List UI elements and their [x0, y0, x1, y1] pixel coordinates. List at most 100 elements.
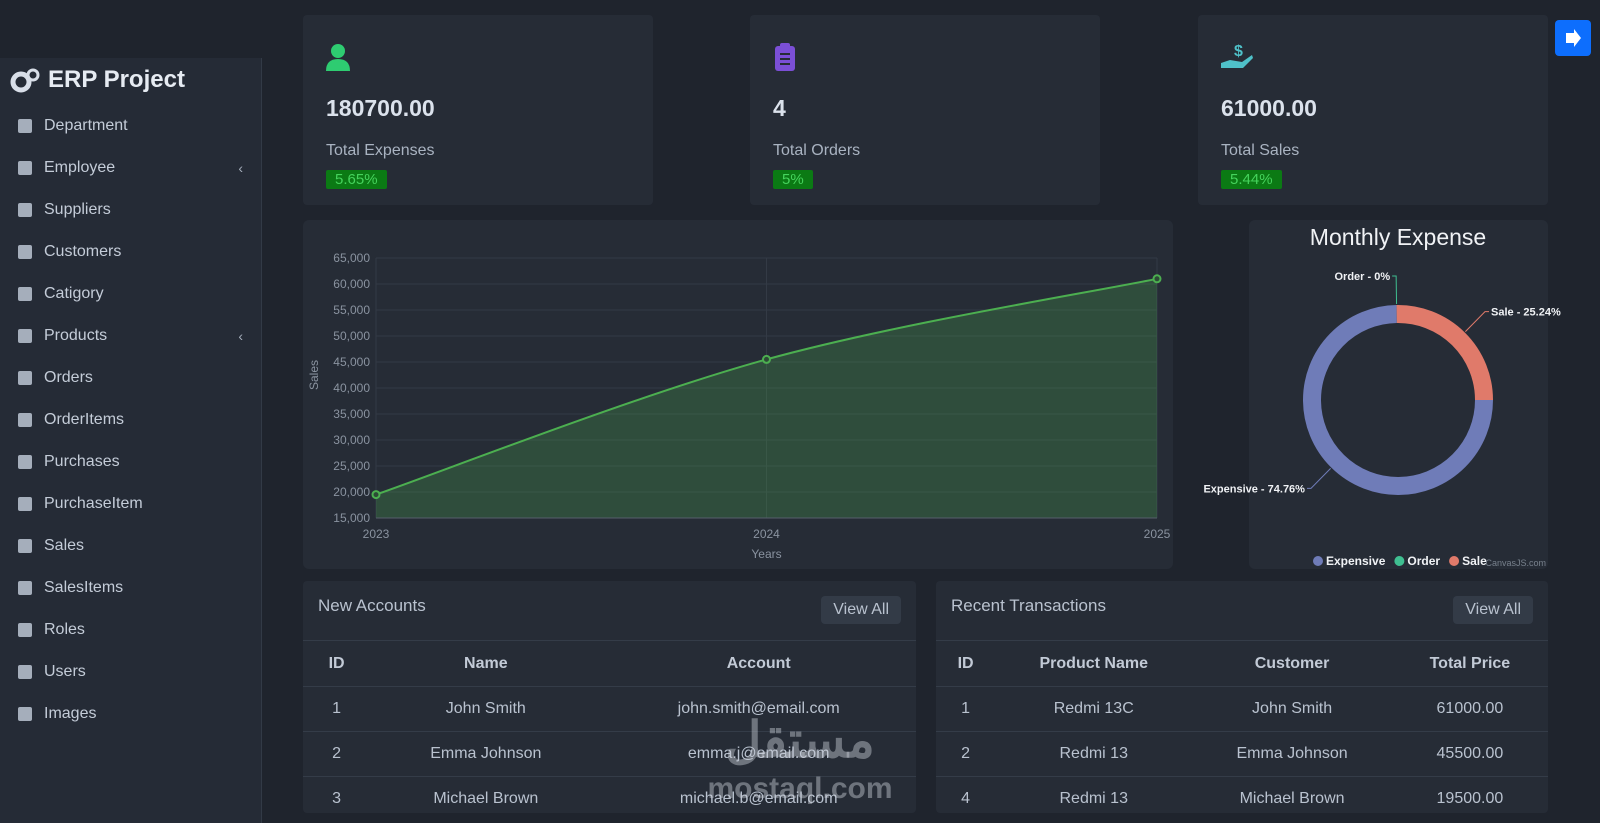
- nav-icon: [18, 203, 32, 217]
- column-header: ID: [303, 640, 371, 687]
- card-label: Total Expenses: [326, 142, 435, 159]
- nav-chevron: ‹: [238, 160, 243, 176]
- view-all-button[interactable]: View All: [1453, 596, 1533, 624]
- table-cell: 2: [303, 731, 371, 777]
- table-cell: 2: [936, 731, 996, 777]
- column-header: Customer: [1192, 640, 1392, 687]
- nav-item[interactable]: Sales: [18, 531, 243, 561]
- table-cell: Emma Johnson: [370, 731, 602, 777]
- nav-label: Purchases: [44, 453, 120, 470]
- nav-item[interactable]: Images: [18, 699, 243, 729]
- nav-item[interactable]: Users: [18, 657, 243, 687]
- nav-item[interactable]: SalesItems: [18, 573, 243, 603]
- nav-label: PurchaseItem: [44, 495, 143, 512]
- nav-label: Products: [44, 327, 108, 344]
- card-icon: [326, 44, 350, 71]
- nav-item[interactable]: Customers: [18, 237, 243, 267]
- table-cell: John Smith: [370, 686, 602, 732]
- table-row: 2 Emma Johnson emma.j@email.com: [303, 731, 916, 777]
- nav-label: Roles: [44, 621, 85, 638]
- table-cell: 19500.00: [1391, 776, 1548, 821]
- logout-button[interactable]: [1555, 20, 1591, 56]
- nav-icon: [18, 371, 32, 385]
- nav-item[interactable]: Purchases: [18, 447, 243, 477]
- nav-label: Customers: [44, 243, 122, 260]
- nav-item[interactable]: Catigory: [18, 279, 243, 309]
- view-all-button[interactable]: View All: [821, 596, 901, 624]
- nav-icon: [18, 119, 32, 133]
- nav-icon: [18, 413, 32, 427]
- nav-chevron: ‹: [238, 328, 243, 344]
- data-table: ID Name Account 1 John Smith john.smith@email…: [303, 640, 916, 821]
- logout-icon: [1566, 29, 1581, 47]
- nav-icon: [18, 161, 32, 175]
- column-header: Total Price: [1391, 640, 1548, 687]
- nav-item[interactable]: Products ‹: [18, 321, 243, 351]
- card-label: Total Orders: [773, 142, 861, 159]
- nav-icon: [18, 497, 32, 511]
- nav-icon: [18, 455, 32, 469]
- table-cell: 3: [303, 776, 371, 821]
- brand[interactable]: ERP Project: [10, 66, 185, 94]
- card-change: 5.44%: [1221, 170, 1282, 189]
- table-header: ID Product Name Customer Total Price: [936, 640, 1548, 687]
- panel-title: Recent Transactions: [951, 596, 1106, 615]
- stat-card: 4 Total Orders 5%: [750, 15, 1100, 205]
- stat-card: $ 61000.00 Total Sales 5.44%: [1198, 15, 1548, 205]
- nav-label: Department: [44, 117, 128, 134]
- accounts-panel: New Accounts View All ID Name Account 1 John…: [303, 581, 916, 821]
- nav-label: Sales: [44, 537, 85, 554]
- svg-text:$: $: [1234, 43, 1243, 60]
- card-icon: $: [1221, 43, 1253, 68]
- nav-item[interactable]: Employee ‹: [18, 153, 243, 183]
- nav-label: Images: [44, 705, 97, 722]
- table-cell: Michael Brown: [1192, 776, 1392, 821]
- table-cell: 61000.00: [1391, 686, 1548, 732]
- column-header: Name: [370, 640, 602, 687]
- nav-item[interactable]: OrderItems: [18, 405, 243, 435]
- table-cell: john.smith@email.com: [601, 686, 916, 732]
- column-header: Product Name: [995, 640, 1193, 687]
- table-cell: 45500.00: [1391, 731, 1548, 777]
- table-cell: Michael Brown: [370, 776, 602, 821]
- card-value: 180700.00: [326, 95, 435, 121]
- nav-icon: [18, 665, 32, 679]
- brand-title: ERP Project: [48, 66, 185, 93]
- table-cell: michael.b@email.com: [601, 776, 916, 821]
- transactions-panel: Recent Transactions View All ID Product N…: [936, 581, 1548, 821]
- nav-item[interactable]: Orders: [18, 363, 243, 393]
- table-row: 1 Redmi 13C John Smith 61000.00: [936, 686, 1548, 732]
- table-row: 2 Redmi 13 Emma Johnson 45500.00: [936, 731, 1548, 777]
- stat-card: 180700.00 Total Expenses 5.65%: [303, 15, 653, 205]
- nav-label: Users: [44, 663, 86, 680]
- nav-item[interactable]: Suppliers: [18, 195, 243, 225]
- nav-icon: [18, 581, 32, 595]
- nav-label: Catigory: [44, 285, 104, 302]
- nav-item[interactable]: Department: [18, 111, 243, 141]
- card-value: 61000.00: [1221, 95, 1317, 121]
- nav-icon: [18, 329, 32, 343]
- nav-label: Employee: [44, 159, 116, 176]
- nav-item[interactable]: PurchaseItem: [18, 489, 243, 519]
- nav-label: SalesItems: [44, 579, 124, 596]
- nav-icon: [18, 245, 32, 259]
- nav-label: Orders: [44, 369, 93, 386]
- nav-icon: [18, 539, 32, 553]
- nav-label: Suppliers: [44, 201, 111, 218]
- table-cell: John Smith: [1192, 686, 1392, 732]
- table-cell: Redmi 13: [995, 731, 1193, 777]
- data-table: ID Product Name Customer Total Price 1 Redmi …: [936, 640, 1548, 821]
- watermark-url: mostaql.com: [707, 772, 893, 805]
- sales-chart-panel: [303, 220, 1173, 569]
- card-change: 5.65%: [326, 170, 387, 189]
- expense-chart-panel: [1249, 220, 1548, 569]
- table-cell: 1: [303, 686, 371, 732]
- table-cell: 4: [936, 776, 996, 821]
- panel-title: New Accounts: [318, 596, 426, 615]
- table-header: ID Name Account: [303, 640, 916, 687]
- nav-icon: [18, 707, 32, 721]
- nav-item[interactable]: Roles: [18, 615, 243, 645]
- nav-icon: [18, 623, 32, 637]
- table-cell: Redmi 13C: [995, 686, 1193, 732]
